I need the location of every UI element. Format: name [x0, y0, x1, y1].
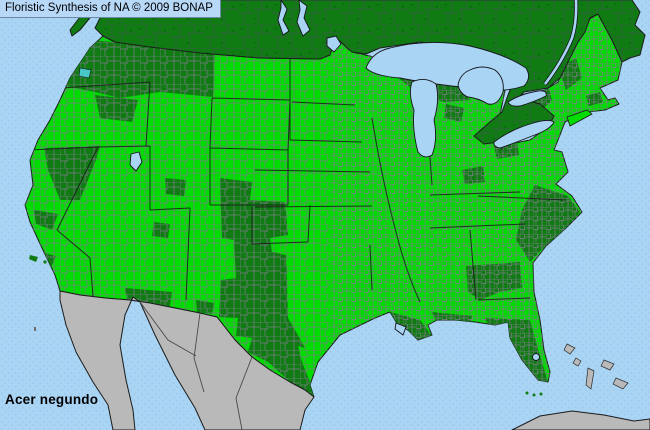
lake-ontario	[507, 90, 547, 107]
title-bar: Floristic Synthesis of NA © 2009 BONAP	[0, 0, 221, 18]
lake-of-the-woods	[326, 35, 342, 53]
channel-islands	[29, 255, 38, 262]
map-title: Floristic Synthesis of NA © 2009 BONAP	[5, 2, 213, 14]
lake-winnipeg	[296, 0, 311, 37]
cuba	[511, 410, 650, 430]
islands	[29, 109, 650, 430]
long-island	[566, 109, 593, 127]
teal-county	[78, 67, 92, 79]
lake-winnipegosis	[277, 0, 290, 36]
species-label: Acer negundo	[5, 392, 99, 407]
great-lakes	[129, 0, 579, 361]
lake-michigan	[409, 79, 439, 158]
great-salt-lake	[129, 151, 143, 172]
guadalupe-island	[34, 327, 36, 331]
bahamas	[563, 343, 629, 390]
mexico-region	[59, 290, 315, 430]
lake-huron	[457, 66, 504, 105]
lake-erie	[493, 119, 555, 149]
florida-keys	[525, 391, 543, 397]
louisiana-bay	[394, 322, 407, 336]
lake-okeechobee	[532, 353, 540, 361]
